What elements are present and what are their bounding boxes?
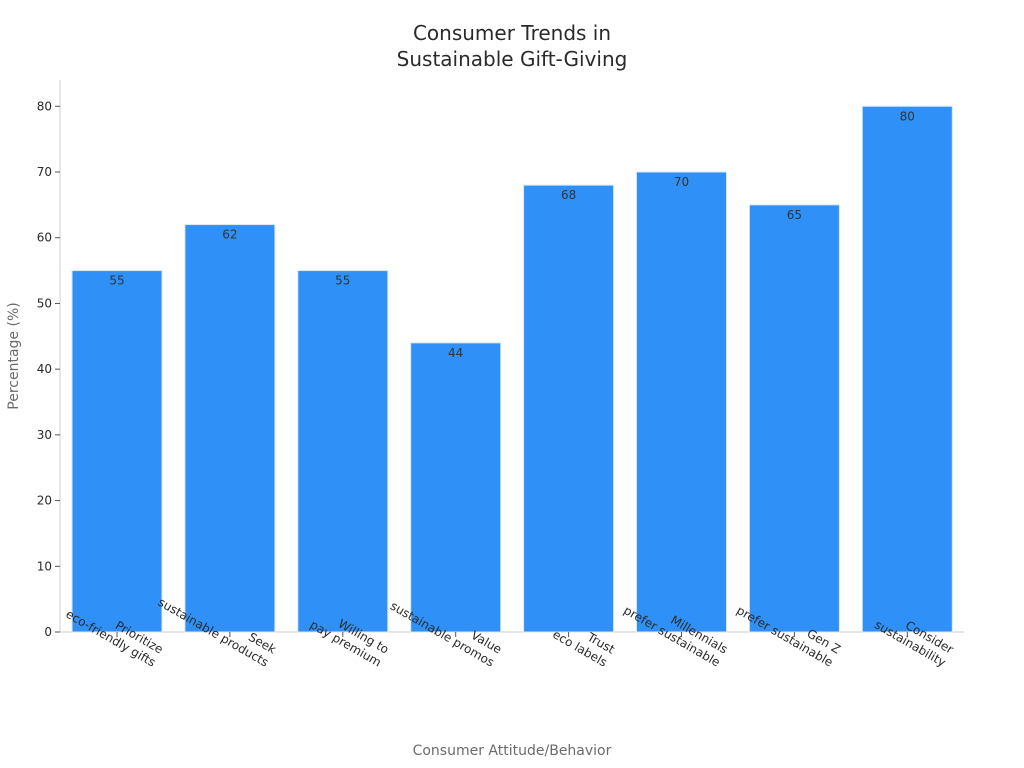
y-tick-label: 30 xyxy=(37,428,52,442)
y-tick-label: 20 xyxy=(37,494,52,508)
y-tick-label: 80 xyxy=(37,99,52,113)
chart-title-line-2: Sustainable Gift-Giving xyxy=(397,47,628,71)
bar xyxy=(636,171,727,633)
y-axis-ticks: 0 10 20 30 40 50 60 70 80 xyxy=(37,99,60,639)
bars-group xyxy=(71,105,953,633)
bar-value-label: 68 xyxy=(561,188,576,202)
bar-value-label: 70 xyxy=(674,175,689,189)
bar-value-label: 80 xyxy=(900,109,915,123)
chart-title: Consumer Trends in Sustainable Gift-Givi… xyxy=(397,21,628,71)
y-axis-title: Percentage (%) xyxy=(6,302,22,409)
bar xyxy=(410,342,502,633)
y-tick-label: 70 xyxy=(37,165,52,179)
bar-value-label: 62 xyxy=(222,228,237,242)
bar xyxy=(184,224,276,633)
bar-value-label: 55 xyxy=(109,274,124,288)
bar xyxy=(297,270,389,633)
y-tick-label: 60 xyxy=(37,231,52,245)
bar xyxy=(748,204,840,633)
y-tick-label: 40 xyxy=(37,362,52,376)
bar-value-label: 65 xyxy=(787,208,802,222)
bar-value-label: 55 xyxy=(335,274,350,288)
chart-title-line-1: Consumer Trends in xyxy=(413,21,611,45)
value-labels-group: 55 62 55 44 68 70 65 80 xyxy=(109,109,915,360)
bar-value-label: 44 xyxy=(448,346,463,360)
bar xyxy=(71,270,163,633)
bar xyxy=(861,105,953,633)
y-tick-label: 0 xyxy=(44,625,52,639)
x-axis-title: Consumer Attitude/Behavior xyxy=(413,743,612,759)
bar xyxy=(523,184,615,633)
y-tick-label: 10 xyxy=(37,559,52,573)
y-tick-label: 50 xyxy=(37,296,52,310)
